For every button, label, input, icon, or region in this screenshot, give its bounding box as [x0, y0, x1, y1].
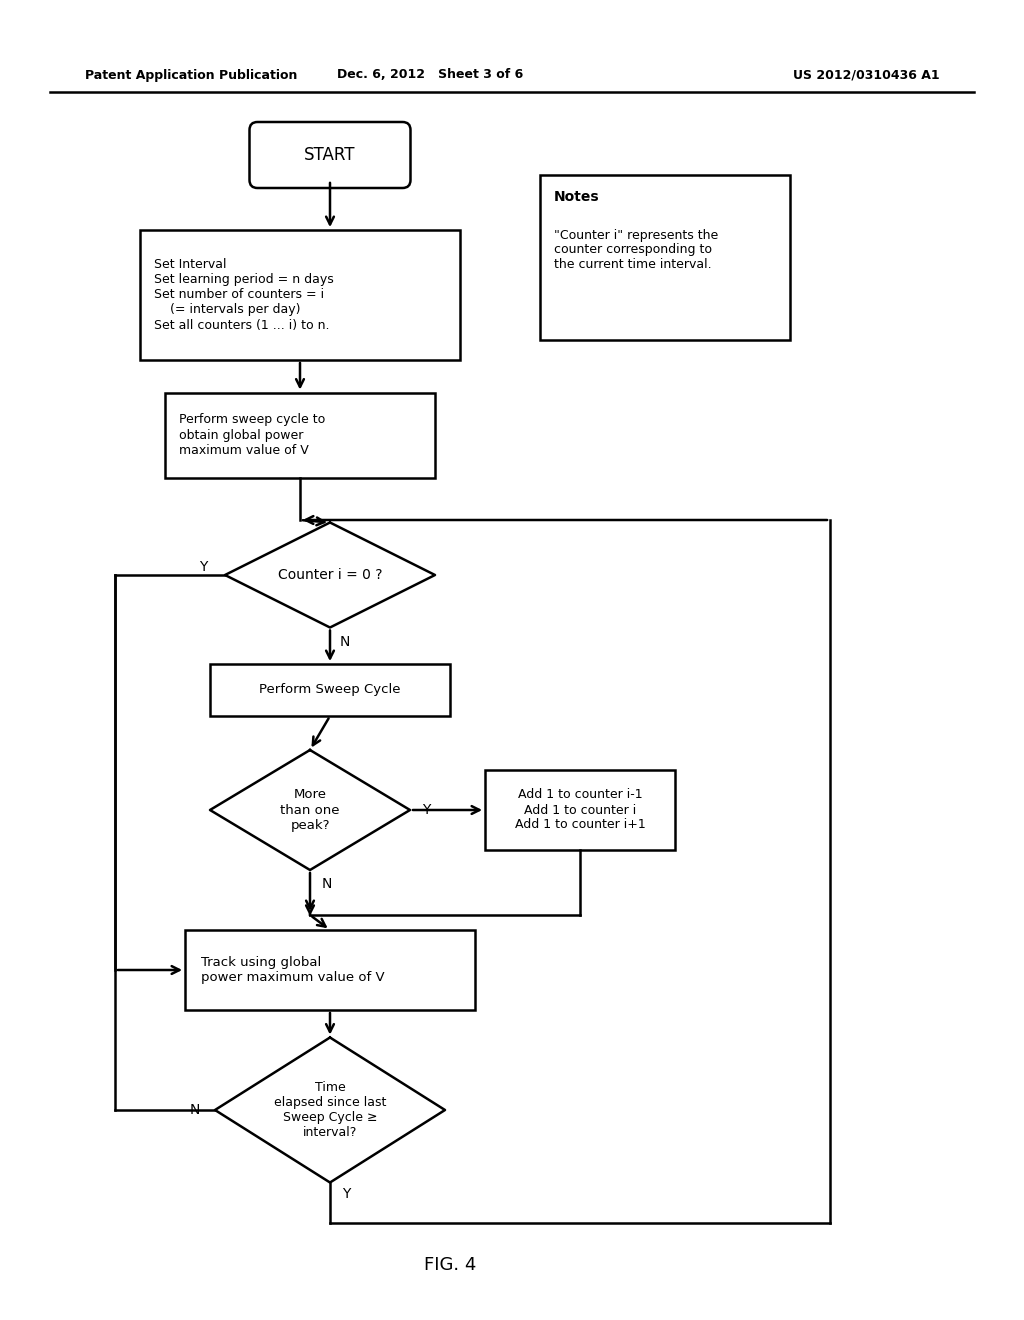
- Polygon shape: [215, 1038, 445, 1183]
- Bar: [185, 931, 475, 1010]
- Text: Track using global
power maximum value of V: Track using global power maximum value o…: [201, 956, 385, 983]
- Text: Y: Y: [199, 560, 207, 574]
- Text: Add 1 to counter i-1
Add 1 to counter i
Add 1 to counter i+1: Add 1 to counter i-1 Add 1 to counter i …: [515, 788, 645, 832]
- Text: Time
elapsed since last
Sweep Cycle ≥
interval?: Time elapsed since last Sweep Cycle ≥ in…: [273, 1081, 386, 1139]
- Text: Perform sweep cycle to
obtain global power
maximum value of V: Perform sweep cycle to obtain global pow…: [179, 413, 326, 457]
- Text: N: N: [340, 635, 350, 648]
- Text: Perform Sweep Cycle: Perform Sweep Cycle: [259, 684, 400, 697]
- Text: N: N: [322, 876, 333, 891]
- Bar: [165, 392, 435, 478]
- Text: FIG. 4: FIG. 4: [424, 1257, 476, 1274]
- FancyBboxPatch shape: [250, 121, 411, 187]
- Bar: [210, 664, 450, 715]
- Text: Set Interval
Set learning period = n days
Set number of counters = i
    (= inte: Set Interval Set learning period = n day…: [154, 259, 334, 331]
- Text: Counter i = 0 ?: Counter i = 0 ?: [278, 568, 382, 582]
- Text: Notes: Notes: [554, 190, 600, 205]
- Text: N: N: [189, 1104, 200, 1117]
- Polygon shape: [210, 750, 410, 870]
- Text: More
than one
peak?: More than one peak?: [281, 788, 340, 832]
- Text: US 2012/0310436 A1: US 2012/0310436 A1: [794, 69, 940, 82]
- Text: Patent Application Publication: Patent Application Publication: [85, 69, 297, 82]
- Bar: [540, 176, 790, 341]
- Text: Y: Y: [422, 803, 430, 817]
- Polygon shape: [225, 523, 435, 627]
- Text: Dec. 6, 2012   Sheet 3 of 6: Dec. 6, 2012 Sheet 3 of 6: [337, 69, 523, 82]
- Text: "Counter i" represents the
counter corresponding to
the current time interval.: "Counter i" represents the counter corre…: [554, 228, 718, 272]
- Bar: [140, 230, 460, 360]
- Text: Y: Y: [342, 1188, 350, 1201]
- Bar: [485, 770, 675, 850]
- Text: START: START: [304, 147, 355, 164]
